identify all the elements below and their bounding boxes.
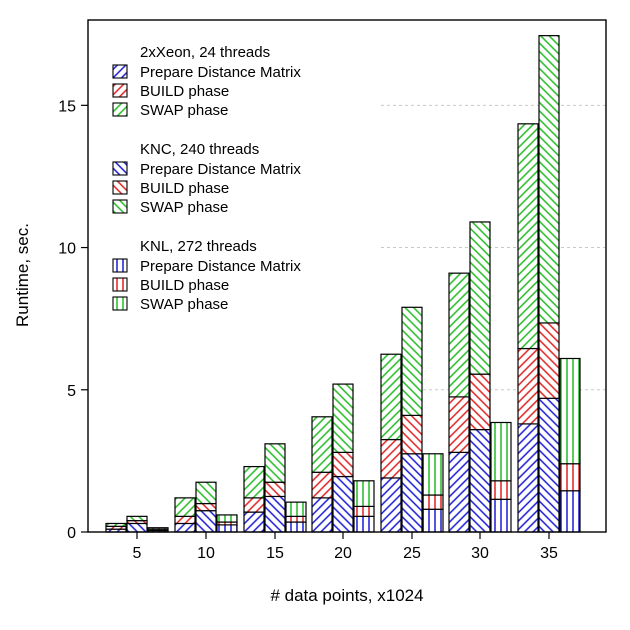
bar-knc-240-threads-build-phase-15: [264, 481, 286, 498]
bar-knl-272-threads-swap-phase-35: [559, 357, 581, 465]
x-tick-label: 35: [540, 545, 558, 562]
legend-label: Prepare Distance Matrix: [140, 161, 301, 178]
bar-knl-272-threads-prepare-distance-matrix-15: [285, 521, 307, 533]
bar-knc-240-threads-prepare-distance-matrix-15: [264, 495, 286, 533]
bar-knl-272-threads-build-phase-25: [422, 494, 444, 510]
bar-knc-240-threads-build-phase-10: [195, 502, 217, 512]
legend-group-title: 2xXeon, 24 threads: [140, 44, 270, 61]
bar-knc-240-threads-prepare-distance-matrix-35: [538, 397, 560, 533]
bar-2xxeon-24-threads-build-phase-10: [174, 515, 196, 525]
bar-knc-240-threads-swap-phase-25: [401, 306, 423, 416]
legend-swatch-prepare-distance-matrix: [112, 161, 128, 176]
bar-knc-240-threads-swap-phase-15: [264, 443, 286, 483]
bar-2xxeon-24-threads-swap-phase-15: [243, 465, 265, 499]
bar-2xxeon-24-threads-build-phase-20: [311, 471, 333, 499]
bar-knl-272-threads-swap-phase-10: [216, 514, 238, 523]
bar-2xxeon-24-threads-prepare-distance-matrix-10: [174, 522, 196, 533]
bar-2xxeon-24-threads-swap-phase-30: [448, 272, 470, 398]
y-axis-label: Runtime, sec.: [13, 223, 32, 327]
legend-label: SWAP phase: [140, 296, 228, 313]
bar-knc-240-threads-prepare-distance-matrix-30: [469, 429, 491, 533]
bar-knc-240-threads-swap-phase-10: [195, 481, 217, 505]
bar-knc-240-threads-swap-phase-5: [126, 515, 148, 522]
legend-label: BUILD phase: [140, 277, 229, 294]
bar-2xxeon-24-threads-build-phase-15: [243, 497, 265, 513]
x-tick-label: 25: [403, 545, 421, 562]
bar-2xxeon-24-threads-build-phase-35: [517, 347, 539, 425]
bar-knc-240-threads-build-phase-20: [332, 451, 354, 478]
legend-swatch-build-phase: [112, 83, 128, 98]
bar-knl-272-threads-prepare-distance-matrix-30: [490, 498, 512, 533]
legend-group-title: KNC, 240 threads: [140, 141, 259, 158]
bar-2xxeon-24-threads-swap-phase-10: [174, 497, 196, 517]
y-tick-label: 5: [67, 383, 76, 400]
bar-2xxeon-24-threads-prepare-distance-matrix-20: [311, 497, 333, 533]
bar-2xxeon-24-threads-build-phase-25: [380, 438, 402, 479]
legend-swatch-swap-phase: [112, 296, 128, 311]
legend-label: SWAP phase: [140, 102, 228, 119]
bar-knc-240-threads-swap-phase-30: [469, 221, 491, 375]
legend-swatch-prepare-distance-matrix: [112, 64, 128, 79]
x-tick-label: 10: [197, 545, 215, 562]
legend-label: SWAP phase: [140, 199, 228, 216]
bar-2xxeon-24-threads-prepare-distance-matrix-15: [243, 511, 265, 533]
x-axis-label: # data points, x1024: [270, 586, 423, 605]
legend-swatch-swap-phase: [112, 199, 128, 214]
y-tick-label: 0: [67, 525, 76, 542]
legend-swatch-build-phase: [112, 180, 128, 195]
plot-frame: [87, 19, 607, 533]
bar-knc-240-threads-prepare-distance-matrix-5: [126, 522, 148, 533]
bar-knl-272-threads-prepare-distance-matrix-25: [422, 508, 444, 533]
legend-label: Prepare Distance Matrix: [140, 258, 301, 275]
bar-2xxeon-24-threads-prepare-distance-matrix-25: [380, 477, 402, 533]
bar-knl-272-threads-build-phase-20: [353, 505, 375, 517]
bar-2xxeon-24-threads-build-phase-30: [448, 396, 470, 453]
legend-label: Prepare Distance Matrix: [140, 64, 301, 81]
bar-knl-272-threads-build-phase-15: [285, 515, 307, 523]
bar-knl-272-threads-swap-phase-20: [353, 480, 375, 507]
bar-knc-240-threads-prepare-distance-matrix-10: [195, 510, 217, 533]
x-tick-label: 30: [471, 545, 489, 562]
bar-knl-272-threads-swap-phase-15: [285, 501, 307, 517]
bar-2xxeon-24-threads-prepare-distance-matrix-30: [448, 451, 470, 533]
bar-2xxeon-24-threads-swap-phase-35: [517, 123, 539, 350]
x-tick-label: 5: [133, 545, 142, 562]
bar-knl-272-threads-prepare-distance-matrix-35: [559, 490, 581, 533]
bars: [105, 35, 581, 533]
legend-group-title: KNL, 272 threads: [140, 238, 257, 255]
bar-knc-240-threads-swap-phase-20: [332, 383, 354, 453]
legend: 2xXeon, 24 threads Prepare Distance Matri…: [112, 44, 301, 313]
bar-2xxeon-24-threads-prepare-distance-matrix-35: [517, 423, 539, 533]
bar-2xxeon-24-threads-swap-phase-20: [311, 416, 333, 473]
bar-knc-240-threads-swap-phase-35: [538, 35, 560, 324]
bar-knl-272-threads-swap-phase-25: [422, 453, 444, 496]
bar-knc-240-threads-prepare-distance-matrix-20: [332, 475, 354, 533]
bar-2xxeon-24-threads-swap-phase-5: [105, 522, 127, 527]
legend-swatch-build-phase: [112, 277, 128, 292]
bar-knl-272-threads-build-phase-30: [490, 480, 512, 500]
legend-swatch-prepare-distance-matrix: [112, 258, 128, 273]
legend-swatch-swap-phase: [112, 102, 128, 117]
y-tick-label: 10: [58, 241, 76, 258]
axes: 0 5 10 15 5 10 15 20 25 30 35: [58, 98, 558, 562]
x-tick-label: 15: [266, 545, 284, 562]
bar-knl-272-threads-swap-phase-5: [147, 527, 169, 530]
bar-knl-272-threads-build-phase-35: [559, 463, 581, 492]
bar-knl-272-threads-prepare-distance-matrix-20: [353, 515, 375, 533]
legend-label: BUILD phase: [140, 83, 229, 100]
bar-knl-272-threads-prepare-distance-matrix-10: [216, 524, 238, 533]
legend-label: BUILD phase: [140, 180, 229, 197]
x-tick-label: 20: [334, 545, 352, 562]
bar-2xxeon-24-threads-swap-phase-25: [380, 353, 402, 441]
bar-knc-240-threads-build-phase-35: [538, 322, 560, 399]
bar-knc-240-threads-prepare-distance-matrix-25: [401, 453, 423, 533]
bar-knc-240-threads-build-phase-30: [469, 373, 491, 431]
bar-knc-240-threads-build-phase-25: [401, 414, 423, 455]
bar-knl-272-threads-swap-phase-30: [490, 421, 512, 482]
y-tick-label: 15: [58, 98, 76, 115]
